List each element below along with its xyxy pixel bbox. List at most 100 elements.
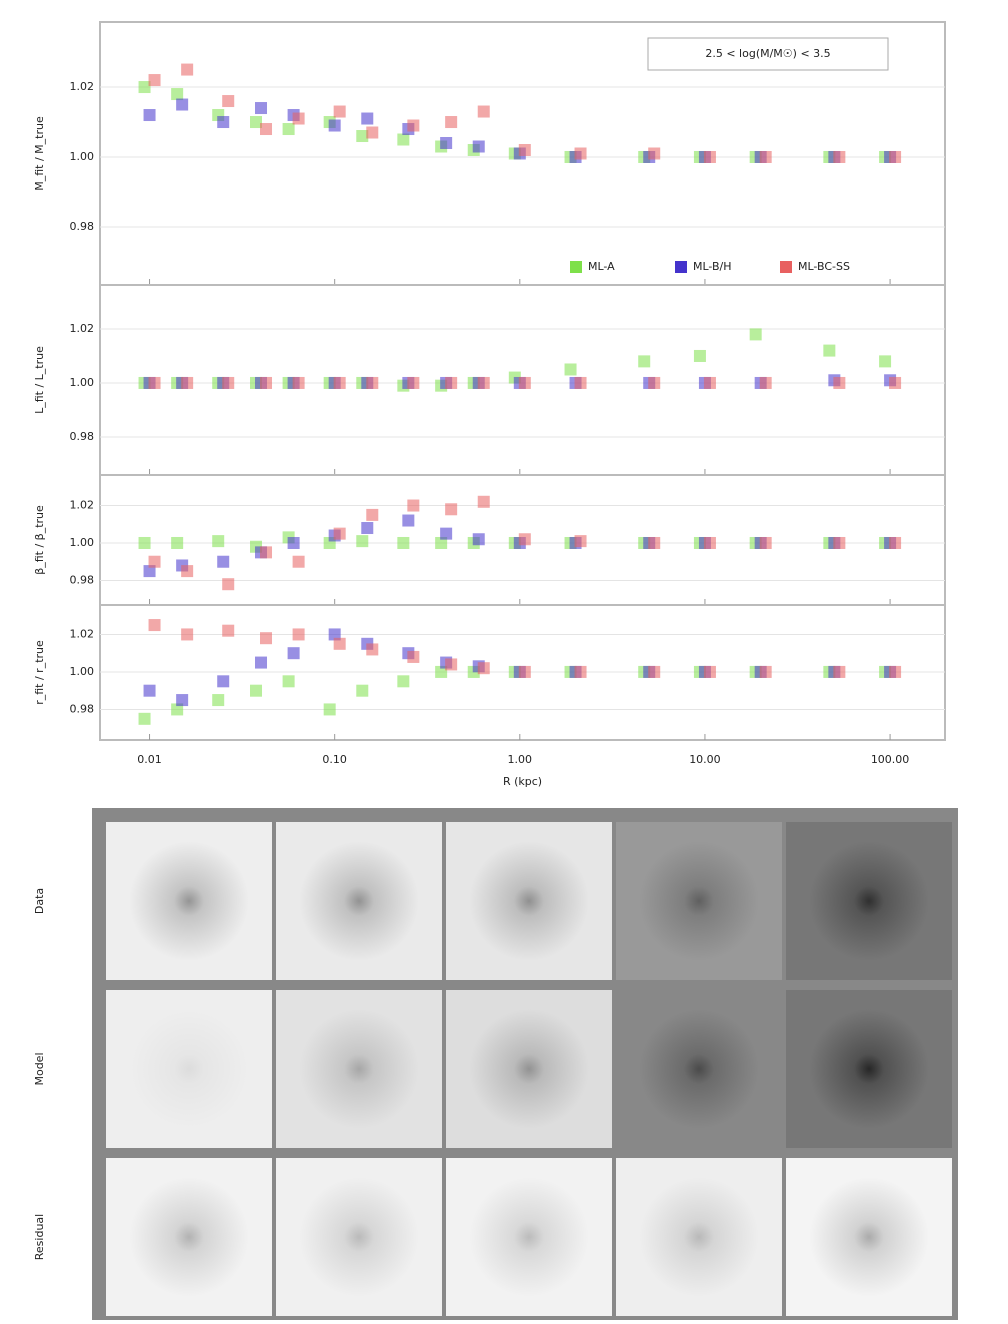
y-tick-label: 1.00 bbox=[70, 665, 95, 678]
scatter-point bbox=[356, 130, 369, 143]
scatter-point bbox=[889, 150, 902, 163]
row-label: Residual bbox=[33, 1214, 46, 1260]
x-tick-label: 10.00 bbox=[689, 753, 721, 766]
scatter-point bbox=[292, 376, 305, 389]
scatter-point bbox=[397, 133, 410, 146]
scatter-point bbox=[823, 344, 836, 357]
y-tick-label: 1.00 bbox=[70, 150, 95, 163]
scatter-point bbox=[397, 536, 410, 549]
scatter-point bbox=[833, 376, 846, 389]
image-source bbox=[299, 1009, 419, 1129]
scatter-point bbox=[333, 376, 346, 389]
legend-label: ML-B/H bbox=[693, 260, 732, 273]
scatter-point bbox=[366, 508, 379, 521]
scatter-point bbox=[477, 105, 490, 118]
x-tick-label: 0.10 bbox=[322, 753, 347, 766]
scatter-point bbox=[143, 565, 156, 578]
scatter-point bbox=[477, 495, 490, 508]
image-source bbox=[129, 1009, 249, 1129]
y-tick-label: 1.00 bbox=[70, 376, 95, 389]
scatter-point bbox=[889, 536, 902, 549]
y-tick-label: 0.98 bbox=[70, 220, 95, 233]
scatter-point bbox=[366, 643, 379, 656]
scatter-point bbox=[648, 665, 661, 678]
scatter-point bbox=[440, 527, 453, 540]
y-tick-label: 0.98 bbox=[70, 573, 95, 586]
scatter-point bbox=[171, 88, 184, 101]
scatter-point bbox=[472, 533, 485, 546]
scatter-point bbox=[282, 123, 295, 136]
x-tick-label: 1.00 bbox=[508, 753, 533, 766]
scatter-point bbox=[440, 137, 453, 150]
scatter-point bbox=[217, 675, 230, 688]
scatter-point bbox=[445, 503, 458, 516]
scatter-point bbox=[889, 376, 902, 389]
scatter-point bbox=[402, 514, 415, 527]
y-tick-label: 1.00 bbox=[70, 536, 95, 549]
scatter-point bbox=[222, 95, 235, 108]
scatter-point bbox=[333, 105, 346, 118]
scatter-point bbox=[148, 555, 161, 568]
scatter-point bbox=[333, 637, 346, 650]
scatter-point bbox=[693, 349, 706, 362]
y-tick-label: 1.02 bbox=[70, 627, 95, 640]
scatter-point bbox=[703, 150, 716, 163]
scatter-point bbox=[282, 675, 295, 688]
scatter-point bbox=[574, 376, 587, 389]
scatter-point bbox=[648, 376, 661, 389]
scatter-point bbox=[260, 632, 273, 645]
scatter-point bbox=[407, 650, 420, 663]
scatter-point bbox=[143, 109, 156, 122]
scatter-point bbox=[255, 102, 268, 115]
image-source bbox=[469, 1177, 589, 1297]
legend-label: ML-BC-SS bbox=[798, 260, 850, 273]
scatter-point bbox=[366, 376, 379, 389]
scatter-point bbox=[564, 363, 577, 376]
x-axis-label: R (kpc) bbox=[503, 775, 542, 788]
scatter-point bbox=[833, 150, 846, 163]
scatter-point bbox=[328, 628, 341, 641]
image-source bbox=[299, 841, 419, 961]
scatter-point bbox=[250, 116, 263, 129]
scatter-point bbox=[176, 98, 189, 111]
scatter-point bbox=[260, 546, 273, 559]
scatter-point bbox=[759, 536, 772, 549]
scatter-point bbox=[759, 376, 772, 389]
y-tick-label: 1.02 bbox=[70, 499, 95, 512]
scatter-point bbox=[148, 376, 161, 389]
scatter-point bbox=[138, 536, 151, 549]
y-axis-label: r_fit / r_true bbox=[33, 640, 46, 705]
scatter-point bbox=[518, 144, 531, 157]
scatter-point bbox=[260, 123, 273, 136]
y-tick-label: 1.02 bbox=[70, 322, 95, 335]
scatter-point bbox=[407, 376, 420, 389]
scatter-point bbox=[445, 376, 458, 389]
scatter-point bbox=[366, 126, 379, 139]
image-source bbox=[639, 1177, 759, 1297]
scatter-point bbox=[138, 81, 151, 94]
image-source bbox=[129, 1177, 249, 1297]
image-source bbox=[469, 841, 589, 961]
row-label: Data bbox=[33, 888, 46, 914]
scatter-point bbox=[171, 536, 184, 549]
scatter-point bbox=[328, 119, 341, 132]
scatter-point bbox=[171, 703, 184, 716]
scatter-point bbox=[638, 355, 651, 368]
scatter-point bbox=[148, 74, 161, 87]
scatter-point bbox=[574, 147, 587, 160]
scatter-point bbox=[833, 665, 846, 678]
scatter-point bbox=[222, 578, 235, 591]
scatter-point bbox=[435, 536, 448, 549]
y-axis-label: L_fit / L_true bbox=[33, 346, 46, 414]
legend-label: ML-A bbox=[588, 260, 615, 273]
x-tick-label: 100.00 bbox=[871, 753, 910, 766]
y-axis-label: β_fit / β_true bbox=[33, 505, 46, 575]
scatter-point bbox=[574, 665, 587, 678]
scatter-point bbox=[477, 662, 490, 675]
scatter-point bbox=[833, 536, 846, 549]
scatter-point bbox=[397, 675, 410, 688]
image-source bbox=[299, 1177, 419, 1297]
image-source bbox=[809, 841, 929, 961]
